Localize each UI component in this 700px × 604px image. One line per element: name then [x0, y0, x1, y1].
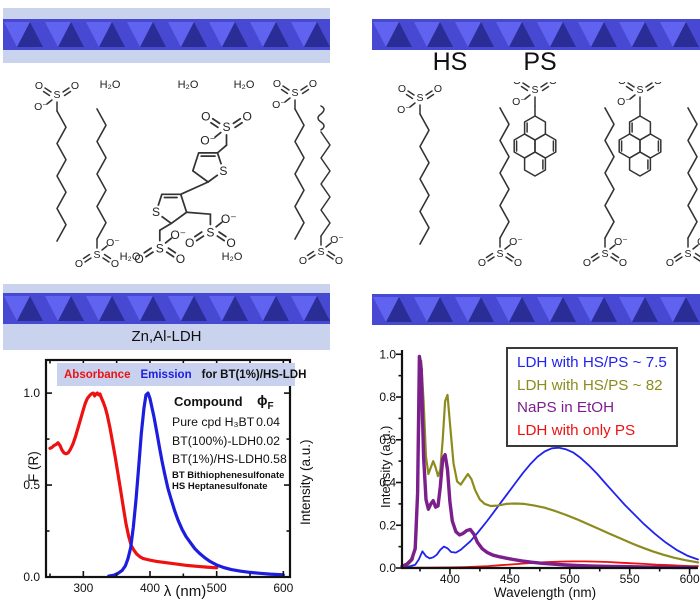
legend-item: LDH with only PS	[517, 421, 636, 439]
heptanesulfonate-molecule	[33, 79, 80, 242]
interlayer-molecules-left: O O O⁻ S O O O⁻ S	[33, 77, 345, 271]
table-row: Pure cpd H₃BT 0.04	[172, 415, 280, 429]
water-label: H₂O	[234, 79, 255, 91]
x-axis-label: Wavelength (nm)	[493, 585, 597, 600]
svg-text:0.4: 0.4	[379, 476, 396, 490]
table-footnotes: BT Bithiophenesulfonate HS Heptanesulfon…	[172, 470, 284, 492]
ldh-layer-band	[3, 19, 330, 50]
legend-item: NaPS in EtOH	[517, 399, 615, 416]
series-emission	[107, 391, 285, 578]
table-header-compound: Compound	[174, 394, 243, 409]
heptanesulfonate-molecule	[477, 107, 524, 270]
table-row: BT(100%)-LDH 0.02	[172, 434, 280, 448]
heptanesulfonate-molecule	[271, 77, 318, 240]
svg-text:1.0: 1.0	[379, 347, 396, 361]
absorbance-series-label: Absorbance	[64, 368, 131, 381]
water-label: H₂O	[100, 79, 121, 91]
emission-series-label: Emission	[140, 368, 192, 381]
bithiophene-disulfonate-molecule: S S	[133, 108, 253, 267]
quantum-yield-value: 0.02	[256, 434, 280, 448]
svg-text:0.0: 0.0	[379, 561, 396, 575]
svg-text:0.5: 0.5	[23, 478, 40, 492]
series-ldh-with-hs-ps-7-5	[401, 446, 699, 569]
series-ldh-with-hs-ps-82	[400, 359, 700, 568]
quantum-yield-value: 0.04	[256, 415, 280, 429]
svg-text:0.8: 0.8	[379, 390, 396, 404]
fluorescence-spectra-chart: 400 450 500 550 600 0.0 0.2 0.4 0.6 0.8 1.0	[379, 347, 700, 586]
sulfur-atom-label: S	[219, 164, 227, 178]
ldh-layer-band	[3, 293, 330, 324]
heptanesulfonate-molecule	[396, 82, 443, 245]
compound-name: Pure cpd H₃BT	[172, 415, 255, 429]
footnote-hs: HS Heptanesulfonate	[172, 481, 268, 492]
absorbance-emission-chart: 300 400 500 600 0.0 0.5 1.0	[23, 358, 294, 595]
svg-text:550: 550	[620, 572, 640, 586]
svg-text:400: 400	[440, 572, 460, 586]
water-label: H₂O	[178, 79, 199, 91]
heptanesulfonate-molecule	[582, 107, 629, 270]
series-naps-in-etoh	[400, 354, 698, 570]
svg-text:1.0: 1.0	[23, 386, 40, 400]
table-row: BT(1%)/HS-LDH 0.58	[172, 452, 287, 466]
svg-text:0.0: 0.0	[23, 570, 40, 584]
water-label: H₂O	[222, 251, 243, 263]
phi-symbol: ϕ	[257, 392, 268, 408]
svg-text:600: 600	[273, 581, 293, 595]
svg-text:400: 400	[140, 581, 160, 595]
chart-legend: LDH with HS/PS ~ 7.5 LDH with HS/PS ~ 82…	[506, 347, 678, 447]
svg-text:0.6: 0.6	[379, 433, 396, 447]
svg-text:500: 500	[207, 581, 227, 595]
footnote-bt: BT Bithiophenesulfonate	[172, 470, 285, 481]
heptanesulfonate-molecule-truncated	[298, 105, 345, 268]
svg-text:600: 600	[680, 572, 700, 586]
ldh-layer-band	[372, 294, 700, 325]
sulfur-atom-label: S	[152, 205, 160, 219]
legend-item: LDH with HS/PS ~ 82	[517, 376, 663, 394]
heptanesulfonate-molecule	[74, 108, 121, 271]
heptanesulfonate-molecule	[665, 107, 700, 270]
phi-subscript: F	[267, 400, 274, 412]
water-label: H₂O	[120, 251, 141, 263]
pyrenesulfonate-molecule	[616, 82, 663, 177]
compound-name: BT(100%)-LDH	[172, 434, 257, 448]
series-absorbance	[48, 391, 219, 570]
series-ldh-with-only-ps	[401, 560, 699, 569]
svg-text:450: 450	[500, 572, 520, 586]
hs-label: HS	[432, 48, 468, 76]
ps-label: PS	[523, 48, 557, 76]
compound-name: BT(1%)/HS-LDH	[172, 452, 263, 466]
svg-text:0.2: 0.2	[379, 518, 396, 532]
interlayer-molecules-right	[396, 82, 700, 270]
chart-header-bar: Absorbance Emission for BT(1%)/HS-LDH	[57, 363, 306, 386]
ldh-layer-band	[372, 19, 700, 50]
table-header-phi: ϕF	[257, 392, 274, 412]
svg-text:500: 500	[560, 572, 580, 586]
x-axis-label: λ (nm)	[163, 583, 207, 600]
y-axis-label-left: F (R)	[26, 451, 41, 482]
legend-item: LDH with HS/PS ~ 7.5	[517, 354, 667, 371]
svg-text:300: 300	[73, 581, 93, 595]
y-axis-label-right: Intensity (a.u.)	[298, 439, 313, 525]
quantum-yield-value: 0.58	[262, 452, 287, 466]
y-axis-label: Intensity (a.u.)	[378, 425, 393, 508]
chart-header-suffix: for BT(1%)/HS-LDH	[201, 368, 307, 381]
pyrenesulfonate-molecule	[511, 82, 558, 177]
ldh-panel-label: Zn,Al-LDH	[131, 328, 202, 345]
